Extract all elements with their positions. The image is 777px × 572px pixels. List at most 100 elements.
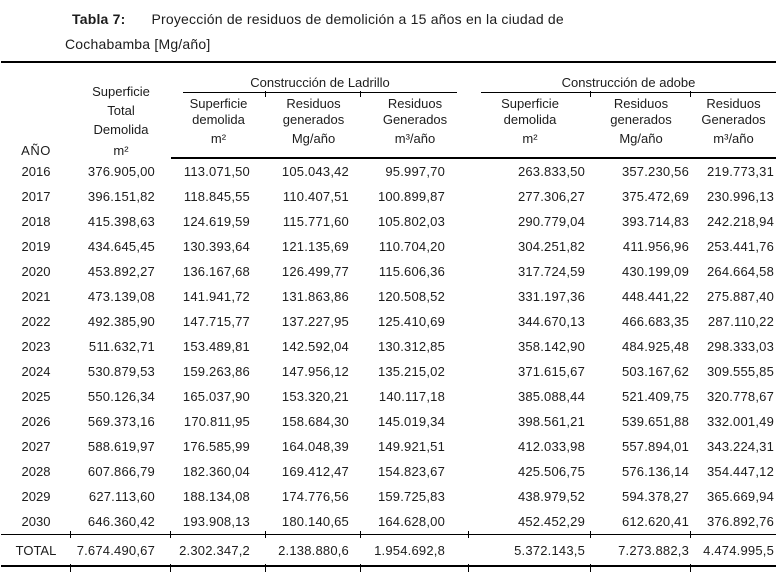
value-cell: 115.606,36 [378, 264, 446, 279]
header-ladrillo-residuos-m3-label: Residuos Generados [382, 96, 448, 127]
total-value-cell: 2.138.880,6 [265, 531, 361, 572]
value-cell: 121.135,69 [281, 239, 349, 254]
header-ladrillo-residuos-m3: Residuos Generados [359, 91, 469, 131]
header-adobe-residuos-mg-label: Residuos generados [610, 96, 672, 127]
value-cell: 154.823,67 [377, 464, 446, 479]
value-cell: 331.197,36 [517, 289, 586, 304]
value-cell: 396.151,82 [87, 189, 155, 204]
value-cell: 95.997,70 [385, 164, 446, 179]
value-cell: 503.167,62 [621, 364, 690, 379]
value-cell: 646.360,42 [87, 514, 155, 529]
year-cell: 2029 [21, 489, 51, 504]
year-cell: 2018 [21, 214, 51, 229]
value-cell: 130.312,85 [377, 339, 446, 354]
value-cell: 230.996,13 [706, 189, 775, 204]
header-total-surface-unit: m² [113, 143, 129, 158]
total-value-cell: 7.674.490,67 [70, 531, 171, 572]
projection-table: AÑO Superficie Total Demolida m² Constru… [1, 61, 777, 572]
unit-ladrillo-residuos-m3: m³/año [361, 131, 470, 159]
year-cell: 2030 [21, 514, 51, 529]
value-cell: 612.620,41 [621, 514, 690, 529]
value-cell: 149.921,51 [377, 439, 446, 454]
table-caption: Tabla 7: Proyección de residuos de demoli… [0, 0, 777, 57]
year-cell: 2024 [21, 364, 51, 379]
value-cell: 375.472,69 [621, 189, 690, 204]
value-cell: 452.452,29 [517, 514, 586, 529]
value-cell: 344.670,13 [517, 314, 586, 329]
value-cell: 110.407,51 [282, 189, 349, 204]
value-cell: 159.725,83 [377, 489, 446, 504]
value-cell: 118.845,55 [183, 189, 250, 204]
unit-ladrillo-superficie: m² [171, 131, 266, 159]
value-cell: 412.033,98 [517, 439, 586, 454]
value-cell: 298.333,03 [706, 339, 775, 354]
value-cell: 219.773,31 [706, 164, 775, 179]
value-cell: 484.925,48 [621, 339, 690, 354]
value-cell: 320.778,67 [706, 389, 775, 404]
value-cell: 539.651,88 [621, 414, 690, 429]
table-row: 2021 473.139,08 141.941,72 131.863,86 12… [1, 284, 776, 309]
unit-ladrillo-residuos-m3-label: m³/año [394, 131, 436, 146]
value-cell: 115.771,60 [282, 214, 349, 229]
value-cell: 242.218,94 [706, 214, 775, 229]
value-cell: 530.879,53 [87, 364, 155, 379]
year-cell: 2026 [21, 414, 51, 429]
unit-adobe-residuos-m3: m³/año [691, 131, 777, 159]
year-cell: 2020 [21, 264, 51, 279]
value-cell: 275.887,40 [706, 289, 775, 304]
value-cell: 120.508,52 [377, 289, 446, 304]
value-cell: 125.410,69 [377, 314, 446, 329]
value-cell: 385.088,44 [517, 389, 586, 404]
table-row: 2016 376.905,00 113.071,50 105.043,42 95… [1, 158, 776, 184]
value-cell: 354.447,12 [706, 464, 775, 479]
value-cell: 264.664,58 [706, 264, 775, 279]
value-cell: 182.360,04 [182, 464, 250, 479]
value-cell: 343.224,31 [706, 439, 775, 454]
value-cell: 142.592,04 [281, 339, 349, 354]
header-ladrillo-residuos-mg-label: Residuos generados [282, 96, 345, 127]
value-cell: 126.499,77 [281, 264, 349, 279]
value-cell: 137.227,95 [281, 314, 349, 329]
value-cell: 332.001,49 [706, 414, 775, 429]
header-year: AÑO [1, 61, 71, 158]
value-cell: 448.441,22 [621, 289, 690, 304]
value-cell: 357.230,56 [621, 164, 690, 179]
value-cell: 145.019,34 [377, 414, 446, 429]
value-cell: 317.724,59 [517, 264, 586, 279]
table-row: 2023 511.632,71 153.489,81 142.592,04 13… [1, 334, 776, 359]
value-cell: 193.908,13 [182, 514, 250, 529]
table-row: 2030 646.360,42 193.908,13 180.140,65 16… [1, 509, 776, 535]
header-adobe-residuos-m3-label: Residuos Generados [701, 96, 766, 127]
unit-adobe-residuos-m3-label: m³/año [713, 131, 754, 146]
table-row: 2028 607.866,79 182.360,04 169.412,47 15… [1, 459, 776, 484]
value-cell: 415.398,63 [87, 214, 155, 229]
group-header-adobe: Construcción de adobe [469, 61, 777, 93]
table-row: 2020 453.892,27 136.167,68 126.499,77 11… [1, 259, 776, 284]
table-row: 2017 396.151,82 118.845,55 110.407,51 10… [1, 184, 776, 209]
caption-text: Proyección de residuos de demolición a 1… [151, 11, 564, 27]
value-cell: 376.892,76 [706, 514, 775, 529]
value-cell: 140.117,18 [378, 389, 446, 404]
table-row: 2029 627.113,60 188.134,08 174.776,56 15… [1, 484, 776, 509]
year-cell: 2025 [21, 389, 51, 404]
value-cell: 398.561,21 [517, 414, 586, 429]
value-cell: 588.619,97 [87, 439, 155, 454]
table-header: AÑO Superficie Total Demolida m² Constru… [1, 61, 777, 159]
value-cell: 473.139,08 [87, 289, 155, 304]
value-cell: 290.779,04 [517, 214, 586, 229]
value-cell: 124.619,59 [182, 214, 250, 229]
value-cell: 153.489,81 [182, 339, 250, 354]
value-cell: 430.199,09 [621, 264, 690, 279]
year-cell: 2017 [21, 189, 51, 204]
unit-adobe-residuos-mg: Mg/año [591, 131, 692, 159]
value-cell: 438.979,52 [517, 489, 586, 504]
value-cell: 176.585,99 [182, 439, 250, 454]
value-cell: 135.215,02 [377, 364, 446, 379]
table-row: 2024 530.879,53 159.263,86 147.956,12 13… [1, 359, 776, 384]
unit-ladrillo-residuos-mg: Mg/año [266, 131, 361, 159]
unit-ladrillo-residuos-mg-label: Mg/año [291, 131, 336, 146]
value-cell: 607.866,79 [87, 464, 155, 479]
header-total-surface: Superficie Total Demolida m² [71, 61, 171, 158]
year-cell: 2028 [21, 464, 51, 479]
table-row: 2018 415.398,63 124.619,59 115.771,60 10… [1, 209, 776, 234]
